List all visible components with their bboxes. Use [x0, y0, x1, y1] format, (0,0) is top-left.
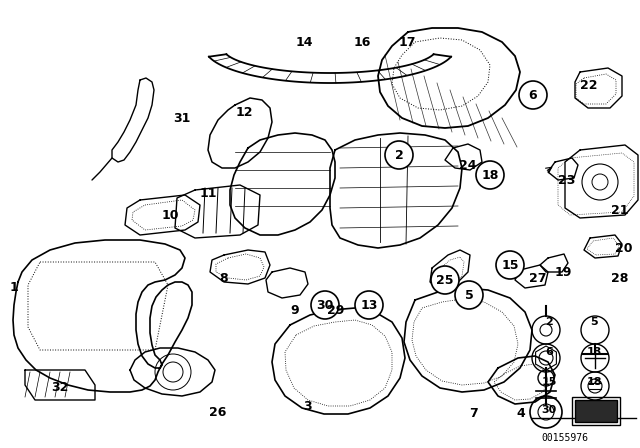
Circle shape	[385, 141, 413, 169]
Text: 6: 6	[529, 89, 538, 102]
Text: 11: 11	[199, 186, 217, 199]
Text: 16: 16	[353, 35, 371, 48]
Text: 12: 12	[236, 105, 253, 119]
Text: 27: 27	[529, 271, 547, 284]
Text: 22: 22	[580, 78, 598, 91]
Text: 15: 15	[541, 377, 557, 387]
Text: 2: 2	[545, 317, 553, 327]
Text: 19: 19	[554, 266, 572, 279]
Text: 18: 18	[481, 168, 499, 181]
Text: 32: 32	[51, 380, 68, 393]
Circle shape	[355, 291, 383, 319]
Text: 14: 14	[295, 35, 313, 48]
Text: 6: 6	[545, 347, 553, 357]
Text: 20: 20	[615, 241, 633, 254]
Bar	[575, 400, 617, 422]
Text: 17: 17	[398, 35, 416, 48]
Text: 25: 25	[436, 273, 454, 287]
Text: 15: 15	[501, 258, 519, 271]
Circle shape	[519, 81, 547, 109]
Circle shape	[476, 161, 504, 189]
Text: 23: 23	[558, 173, 576, 186]
Text: 5: 5	[590, 317, 598, 327]
Text: 13: 13	[586, 347, 602, 357]
Text: 00155976: 00155976	[541, 433, 589, 443]
Text: 4: 4	[516, 406, 525, 419]
Text: 21: 21	[611, 203, 628, 216]
Text: 31: 31	[173, 112, 191, 125]
Text: 3: 3	[304, 400, 312, 413]
Text: 18: 18	[586, 377, 602, 387]
Circle shape	[311, 291, 339, 319]
Text: 2: 2	[395, 148, 403, 161]
Text: 10: 10	[161, 208, 179, 221]
Circle shape	[455, 281, 483, 309]
Circle shape	[496, 251, 524, 279]
Text: 13: 13	[360, 298, 378, 311]
Bar	[572, 397, 620, 425]
Text: 30: 30	[316, 298, 333, 311]
Text: 30: 30	[541, 405, 557, 415]
Text: 28: 28	[611, 271, 628, 284]
Text: 9: 9	[291, 303, 300, 316]
Text: 8: 8	[220, 271, 228, 284]
Text: 1: 1	[10, 280, 19, 293]
Text: 24: 24	[460, 159, 477, 172]
Circle shape	[431, 266, 459, 294]
Text: 26: 26	[209, 405, 227, 418]
Text: 5: 5	[465, 289, 474, 302]
Text: 7: 7	[470, 406, 478, 419]
Text: 29: 29	[327, 303, 345, 316]
